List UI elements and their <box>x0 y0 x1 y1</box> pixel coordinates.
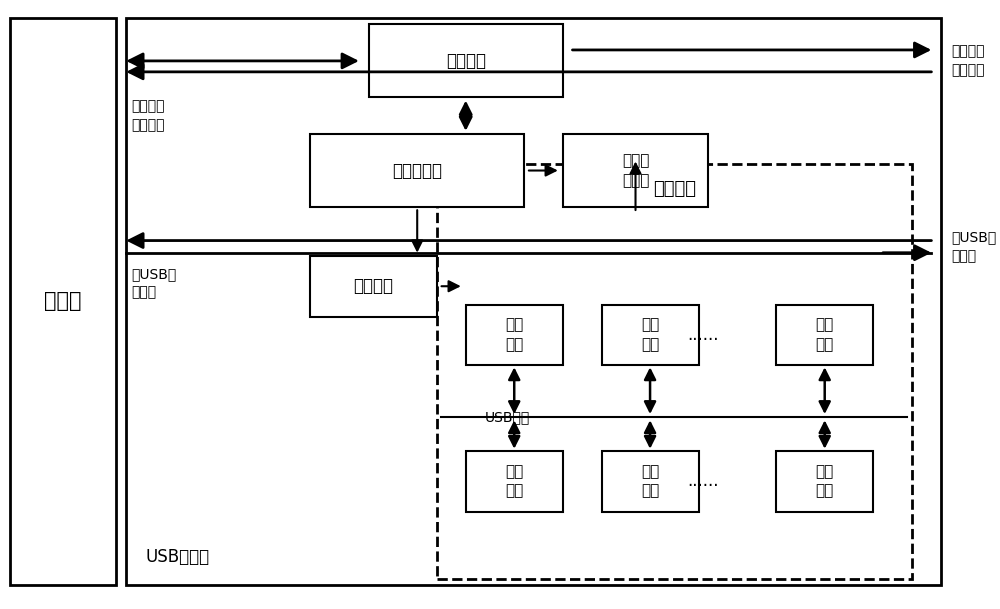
Text: 通信模块: 通信模块 <box>446 52 486 70</box>
Text: 主通信及
电源接口: 主通信及 电源接口 <box>131 99 164 132</box>
Bar <box>466 304 563 365</box>
Text: 逻辑控
制电路: 逻辑控 制电路 <box>622 153 649 188</box>
Text: USB扩展板: USB扩展板 <box>146 548 210 566</box>
Text: 主USB总
线接口: 主USB总 线接口 <box>131 267 176 300</box>
Bar <box>10 18 116 585</box>
Text: 扩展
单元: 扩展 单元 <box>641 317 659 353</box>
Text: 电源模块: 电源模块 <box>354 277 394 295</box>
Bar <box>310 256 437 317</box>
Text: 扩展
单元: 扩展 单元 <box>641 463 659 499</box>
Bar <box>776 451 873 512</box>
Text: 从通信及
电源接口: 从通信及 电源接口 <box>951 44 984 77</box>
Text: 扩展模块: 扩展模块 <box>653 180 696 198</box>
Bar <box>563 134 708 207</box>
Bar <box>369 24 563 97</box>
Text: 从USB总
线接口: 从USB总 线接口 <box>951 230 996 263</box>
Bar <box>126 18 941 585</box>
Text: 扩展
单元: 扩展 单元 <box>816 463 834 499</box>
Bar <box>602 304 699 365</box>
Bar <box>466 451 563 512</box>
Text: 扩展
单元: 扩展 单元 <box>505 317 523 353</box>
Text: 扩展
单元: 扩展 单元 <box>816 317 834 353</box>
Text: 处理器模块: 处理器模块 <box>392 161 442 180</box>
Bar <box>602 451 699 512</box>
Text: USB总线: USB总线 <box>485 410 530 424</box>
Bar <box>437 164 912 579</box>
Text: ......: ...... <box>688 472 719 490</box>
Bar <box>776 304 873 365</box>
Text: 扩展
单元: 扩展 单元 <box>505 463 523 499</box>
Text: 上位机: 上位机 <box>44 292 82 311</box>
Bar <box>310 134 524 207</box>
Text: ......: ...... <box>688 326 719 344</box>
